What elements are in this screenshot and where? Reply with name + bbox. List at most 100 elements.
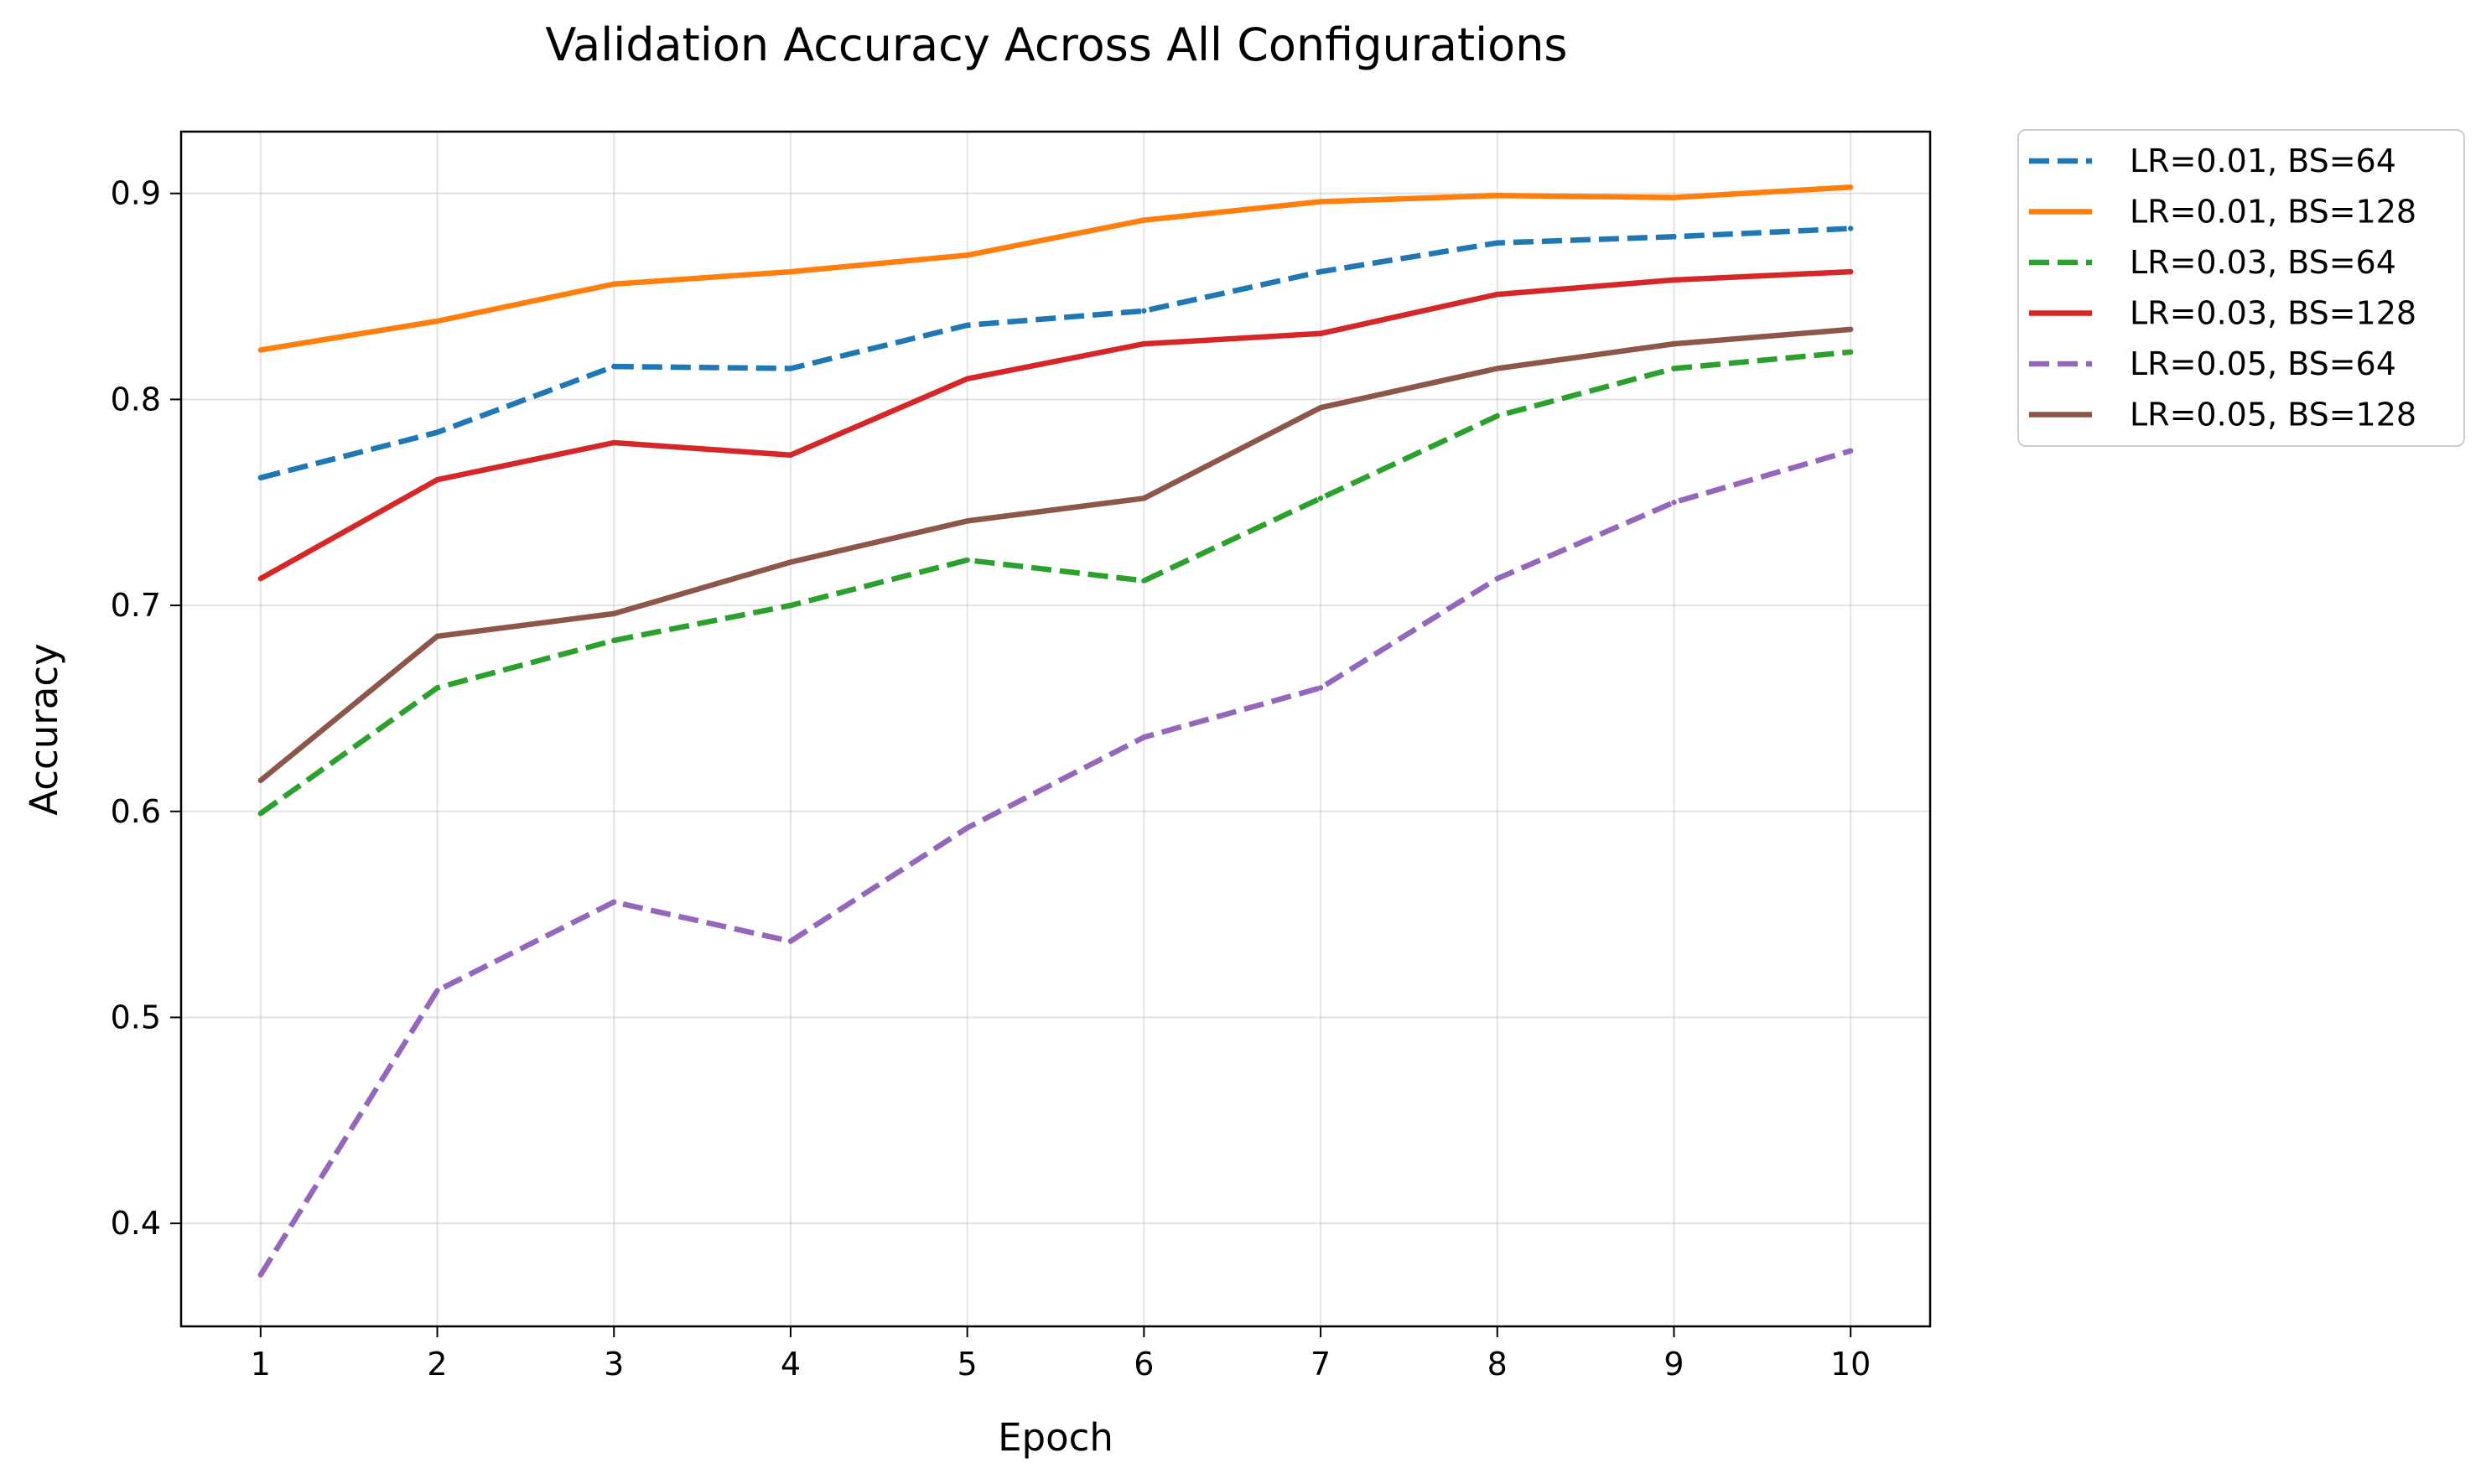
y-axis-label: Accuracy <box>22 643 66 815</box>
y-tick-label: 0.4 <box>111 1205 161 1242</box>
y-tick-label: 0.6 <box>111 793 161 830</box>
x-axis-ticks: 1 2 3 4 5 6 7 8 9 10 <box>251 1326 1871 1383</box>
data-point <box>611 439 617 446</box>
data-point <box>257 811 264 817</box>
data-point <box>257 475 264 480</box>
data-point <box>1671 234 1677 240</box>
y-tick-label: 0.7 <box>111 587 161 624</box>
y-tick-label: 0.9 <box>111 175 161 212</box>
x-tick-label: 4 <box>781 1346 801 1383</box>
series-line-5 <box>258 448 1852 1277</box>
data-point <box>787 559 794 565</box>
data-point <box>611 281 617 288</box>
data-point <box>1141 734 1147 740</box>
data-point <box>964 252 970 258</box>
data-point <box>1847 268 1854 275</box>
data-point <box>787 268 794 275</box>
series-line-1 <box>259 226 1851 480</box>
data-point <box>611 637 617 644</box>
x-tick-label: 9 <box>1664 1346 1684 1383</box>
legend-label: LR=0.03, BS=64 <box>2130 244 2396 281</box>
data-point <box>1847 326 1854 333</box>
data-point <box>434 633 440 640</box>
data-point <box>1317 199 1324 205</box>
legend-label: LR=0.01, BS=128 <box>2130 194 2416 231</box>
legend-label: LR=0.05, BS=128 <box>2130 397 2416 433</box>
grid <box>181 132 1930 1326</box>
series-line-2 <box>260 184 1851 353</box>
data-point <box>1317 330 1324 336</box>
data-point <box>1671 195 1677 200</box>
legend: LR=0.01, BS=64 LR=0.01, BS=128 LR=0.03, BS… <box>2017 129 2465 447</box>
legend-label: LR=0.05, BS=64 <box>2130 345 2396 382</box>
data-point <box>1317 268 1324 275</box>
data-point <box>1494 575 1500 582</box>
data-point <box>787 602 794 609</box>
data-point <box>1494 413 1500 419</box>
data-point <box>434 988 440 994</box>
x-tick-label: 7 <box>1311 1346 1331 1383</box>
data-point <box>1317 496 1324 501</box>
data-point <box>1494 366 1500 371</box>
data-point <box>1671 366 1677 371</box>
legend-label: LR=0.03, BS=128 <box>2130 295 2416 332</box>
data-point <box>1847 448 1854 454</box>
y-axis-ticks: 0.4 0.5 0.6 0.7 0.8 0.9 <box>111 175 181 1242</box>
data-point <box>611 899 617 905</box>
data-point <box>1494 291 1500 298</box>
x-tick-label: 3 <box>604 1346 624 1383</box>
data-point <box>1671 277 1677 283</box>
y-tick-label: 0.5 <box>111 999 161 1035</box>
data-point <box>611 610 617 617</box>
data-point <box>257 347 264 353</box>
data-point <box>1141 340 1147 347</box>
chart-title: Validation Accuracy Across All Configura… <box>545 18 1567 71</box>
data-point <box>257 575 264 582</box>
data-point <box>1671 500 1677 506</box>
data-point <box>787 452 794 458</box>
data-point <box>1671 340 1677 347</box>
data-point <box>1141 217 1147 223</box>
data-point <box>1847 349 1854 355</box>
series-lines <box>257 184 1854 1278</box>
data-point <box>611 363 617 370</box>
data-point <box>1141 496 1147 501</box>
data-point <box>257 1272 264 1278</box>
x-tick-label: 8 <box>1487 1346 1508 1383</box>
data-point <box>257 777 264 784</box>
data-point <box>964 376 970 382</box>
data-point <box>434 477 440 483</box>
x-axis-label: Epoch <box>998 1415 1113 1460</box>
data-point <box>787 938 794 944</box>
data-point <box>964 825 970 831</box>
series-line-6 <box>258 326 1851 783</box>
x-tick-label: 10 <box>1830 1346 1871 1383</box>
data-point <box>1317 685 1324 691</box>
data-point <box>1317 405 1324 411</box>
x-tick-label: 1 <box>251 1346 271 1383</box>
data-point <box>964 518 970 524</box>
data-point <box>1847 184 1854 190</box>
data-point <box>1494 240 1500 246</box>
data-point <box>964 557 970 563</box>
y-tick-label: 0.8 <box>111 381 161 418</box>
data-point <box>1141 578 1147 584</box>
data-point <box>434 429 440 435</box>
series-line-4 <box>259 268 1851 581</box>
legend-box <box>2017 129 2465 447</box>
x-tick-label: 5 <box>958 1346 978 1383</box>
legend-label: LR=0.01, BS=64 <box>2130 143 2396 179</box>
data-point <box>787 366 794 371</box>
data-point <box>1847 226 1854 231</box>
x-tick-label: 6 <box>1134 1346 1154 1383</box>
x-tick-label: 2 <box>427 1346 447 1383</box>
data-point <box>964 322 970 329</box>
plot-frame <box>179 130 1932 1328</box>
data-point <box>1494 192 1500 199</box>
data-point <box>1141 308 1147 314</box>
data-point <box>434 685 440 691</box>
legend-items: LR=0.01, BS=64 LR=0.01, BS=128 LR=0.03, BS… <box>2029 143 2416 433</box>
data-point <box>434 318 440 324</box>
